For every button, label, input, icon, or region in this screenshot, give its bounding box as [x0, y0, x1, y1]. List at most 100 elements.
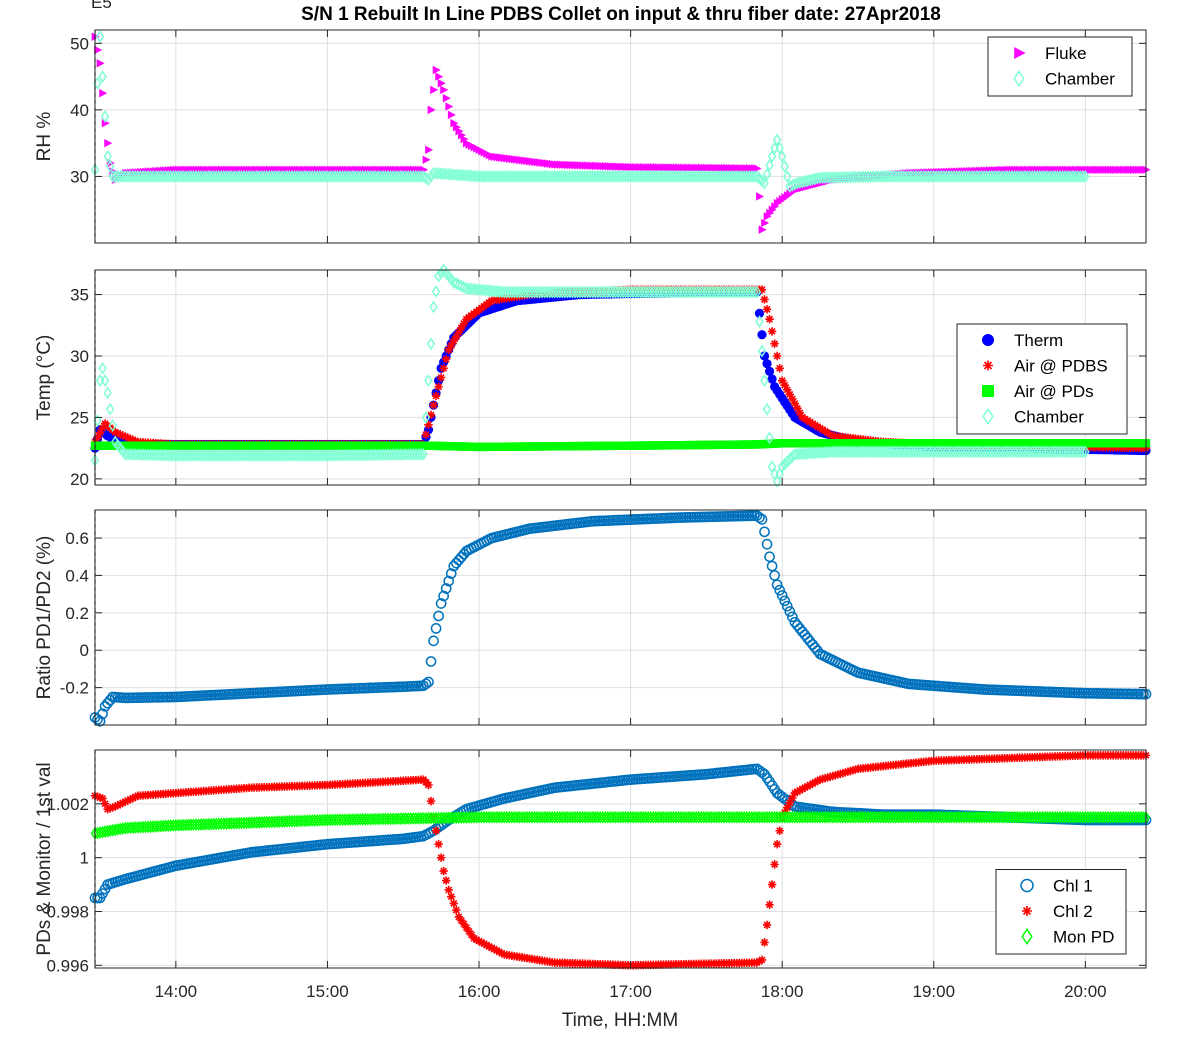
- data-point: [95, 793, 105, 802]
- data-point: [443, 575, 455, 587]
- data-point: [1078, 445, 1088, 459]
- data-point: [495, 947, 504, 957]
- data-point: [105, 804, 115, 813]
- data-point: [785, 798, 794, 807]
- data-point: [459, 919, 469, 929]
- data-point: [765, 900, 774, 909]
- legend-marker: [1020, 878, 1034, 893]
- data-point: [762, 359, 772, 369]
- data-point: [416, 170, 426, 183]
- data-point: [769, 570, 780, 581]
- data-point: [760, 295, 769, 304]
- y-tick-label: 30: [70, 347, 89, 366]
- data-point: [431, 285, 441, 298]
- data-point: [98, 794, 107, 803]
- chart-title: S/N 1 Rebuilt In Line PDBS Collet on inp…: [301, 4, 941, 25]
- data-point: [757, 285, 767, 294]
- data-point: [128, 793, 138, 803]
- data-point: [1081, 445, 1090, 459]
- data-point: [803, 782, 812, 791]
- data-point: [103, 805, 112, 814]
- panel-4-legend: Chl 1 Chl 2 Mon PD: [995, 869, 1127, 955]
- data-point: [99, 89, 108, 98]
- y-tick-label: 35: [70, 286, 89, 305]
- data-point: [750, 170, 759, 183]
- legend-marker: [1014, 47, 1026, 59]
- data-point: [790, 399, 800, 408]
- data-point: [759, 351, 770, 361]
- data-point: [430, 623, 442, 634]
- data-point: [762, 305, 772, 314]
- data-point: [1081, 170, 1090, 183]
- data-point: [98, 423, 107, 433]
- data-point: [449, 899, 458, 908]
- data-point: [126, 434, 135, 443]
- data-point: [788, 394, 797, 404]
- data-point: [424, 374, 433, 387]
- data-point: [431, 391, 441, 401]
- data-point: [420, 678, 432, 690]
- legend-entry: Fluke: [1045, 44, 1087, 63]
- data-point: [479, 939, 489, 948]
- data-point: [760, 176, 769, 190]
- data-point: [416, 447, 426, 461]
- legend-box: [995, 869, 1127, 955]
- data-point: [755, 315, 764, 328]
- x-tick-label: 16:00: [458, 982, 501, 1001]
- panel-1-legend: Fluke Chamber: [987, 36, 1133, 97]
- y-tick-label: 0: [80, 641, 89, 660]
- data-point: [750, 285, 759, 299]
- panel-4: 0.996 0.998 1 1.002 14:00 15:00 16:00 17:00 18:0…: [34, 749, 1152, 1001]
- data-point: [762, 167, 772, 181]
- data-point: [782, 455, 792, 469]
- data-point: [126, 795, 135, 804]
- data-point: [754, 512, 765, 523]
- data-point: [765, 158, 774, 172]
- data-point: [100, 374, 110, 387]
- data-point: [425, 145, 434, 155]
- legend-marker: [1013, 69, 1025, 88]
- data-point: [419, 447, 428, 461]
- data-point: [798, 784, 807, 794]
- y-tick-label: -0.2: [60, 679, 89, 698]
- data-point: [111, 802, 120, 811]
- data-point: [779, 595, 791, 607]
- data-point: [774, 584, 786, 596]
- data-point: [497, 948, 506, 958]
- legend-marker: [982, 334, 994, 346]
- data-point: [783, 385, 792, 394]
- data-point: [777, 150, 787, 163]
- data-point: [113, 801, 122, 810]
- data-point: [474, 936, 484, 946]
- data-point: [784, 606, 796, 617]
- data-point: [452, 332, 461, 341]
- data-point: [777, 376, 787, 385]
- legend-entry: Therm: [1014, 331, 1063, 350]
- data-point: [770, 339, 779, 348]
- data-point: [813, 776, 822, 786]
- data-point: [757, 955, 767, 965]
- data-point: [452, 277, 461, 290]
- data-point: [770, 860, 779, 869]
- data-point: [795, 408, 805, 418]
- data-point: [435, 598, 447, 609]
- data-point: [487, 943, 496, 953]
- series-chamber: [90, 30, 1090, 193]
- data-point: [439, 866, 448, 876]
- data-point: [101, 118, 110, 128]
- data-point: [760, 374, 769, 387]
- data-point: [771, 579, 783, 591]
- data-point: [457, 279, 466, 293]
- y-tick-label: 0.998: [46, 902, 89, 921]
- x-tick-label: 18:00: [761, 982, 804, 1001]
- data-point: [460, 134, 469, 144]
- legend-marker: [982, 385, 994, 397]
- x-tick-label: 15:00: [306, 982, 349, 1001]
- data-point: [800, 783, 810, 792]
- data-point: [447, 892, 456, 901]
- data-point: [454, 328, 464, 337]
- data-point: [128, 435, 138, 445]
- data-point: [434, 269, 443, 283]
- corner-label: E5: [91, 0, 112, 12]
- data-point: [756, 192, 765, 201]
